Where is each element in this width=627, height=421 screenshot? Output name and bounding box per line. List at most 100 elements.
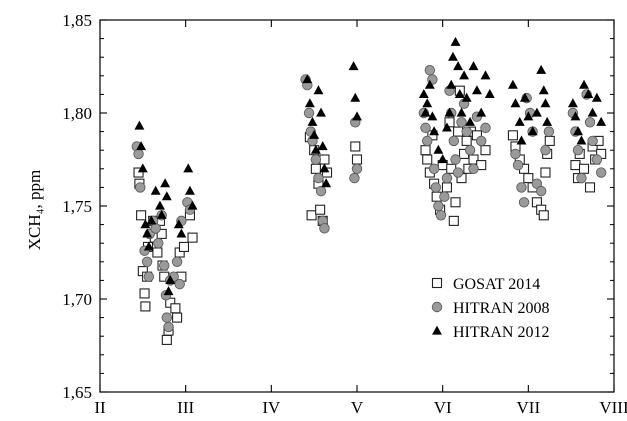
data-point — [422, 98, 433, 108]
data-point — [315, 185, 327, 197]
data-point — [570, 111, 581, 121]
data-point — [433, 144, 444, 154]
data-point — [465, 116, 476, 126]
data-point — [456, 117, 467, 128]
data-point — [137, 163, 148, 173]
data-point — [519, 92, 530, 102]
data-point — [316, 107, 326, 117]
data-point — [433, 200, 444, 212]
data-point — [350, 141, 361, 152]
data-point — [453, 126, 464, 137]
data-point — [143, 241, 154, 251]
legend-label: GOSAT 2014 — [453, 276, 540, 293]
data-point — [540, 98, 551, 108]
data-point — [424, 65, 436, 76]
data-point — [461, 126, 472, 137]
data-point — [441, 172, 453, 184]
data-point — [435, 210, 447, 221]
data-point — [578, 163, 590, 174]
data-point — [309, 129, 320, 139]
data-point — [352, 111, 362, 121]
data-point — [313, 172, 324, 184]
data-point — [141, 256, 153, 268]
data-point — [302, 74, 313, 84]
data-point — [420, 145, 431, 156]
data-point — [452, 167, 464, 178]
x-tick-label: VI — [434, 398, 452, 417]
data-point — [310, 163, 321, 174]
data-point — [428, 163, 440, 175]
data-point — [542, 116, 553, 126]
legend: GOSAT 2014 HITRAN 2008 HITRAN 2012 — [431, 276, 549, 341]
data-point — [573, 126, 583, 136]
data-point — [303, 107, 315, 119]
data-point — [170, 303, 181, 314]
y-axis: 1,65 1,70 1,75 1,80 1,85 — [62, 11, 614, 402]
data-point — [319, 154, 330, 165]
data-point — [310, 144, 321, 154]
data-point — [319, 163, 330, 173]
data-point — [476, 135, 487, 147]
y-tick-label: 1,85 — [62, 11, 92, 30]
data-point — [351, 154, 363, 165]
data-point — [161, 191, 172, 201]
data-point — [448, 135, 460, 147]
data-point — [313, 85, 324, 95]
x-tick-label: III — [177, 398, 194, 417]
data-point — [523, 111, 534, 121]
data-point — [450, 154, 461, 165]
data-point — [349, 172, 360, 184]
data-point — [544, 135, 555, 146]
data-point — [171, 256, 183, 268]
data-point — [461, 135, 472, 146]
data-point — [317, 141, 328, 151]
data-point — [155, 200, 165, 210]
data-point — [480, 122, 491, 134]
data-point — [307, 116, 318, 126]
data-point — [450, 36, 461, 46]
data-point — [591, 92, 602, 102]
x-tick-label: IV — [262, 398, 281, 417]
data-point — [444, 107, 455, 117]
data-point — [185, 185, 195, 195]
data-point — [424, 79, 435, 89]
data-point — [150, 223, 161, 234]
x-tick-label: VII — [517, 398, 541, 417]
data-point — [518, 197, 530, 208]
data-point — [429, 126, 440, 136]
data-point — [418, 89, 429, 98]
data-point — [512, 159, 524, 171]
data-point — [420, 122, 431, 134]
data-point — [348, 61, 359, 71]
data-point — [514, 116, 525, 126]
data-point — [507, 130, 518, 141]
data-point — [480, 70, 491, 80]
data-point — [453, 61, 464, 71]
data-point — [543, 126, 555, 137]
data-point — [536, 64, 547, 74]
data-point — [572, 144, 584, 156]
data-point — [587, 107, 598, 117]
data-point — [176, 228, 187, 238]
data-point — [446, 79, 457, 89]
data-point — [304, 98, 315, 108]
data-point — [510, 98, 521, 108]
data-point — [350, 92, 361, 102]
data-point — [464, 144, 476, 156]
data-point — [146, 215, 157, 225]
data-point — [140, 219, 151, 229]
x-tick-label: VIII — [599, 398, 627, 417]
data-point — [420, 107, 431, 117]
legend-marker — [431, 301, 443, 313]
data-point — [540, 167, 551, 178]
data-point — [596, 116, 607, 126]
data-point — [427, 111, 438, 121]
data-point — [422, 135, 433, 147]
data-point — [306, 210, 317, 221]
data-point — [570, 160, 581, 171]
data-point — [172, 312, 183, 323]
data-point — [538, 210, 549, 221]
data-point — [163, 321, 174, 333]
data-point — [441, 182, 453, 193]
